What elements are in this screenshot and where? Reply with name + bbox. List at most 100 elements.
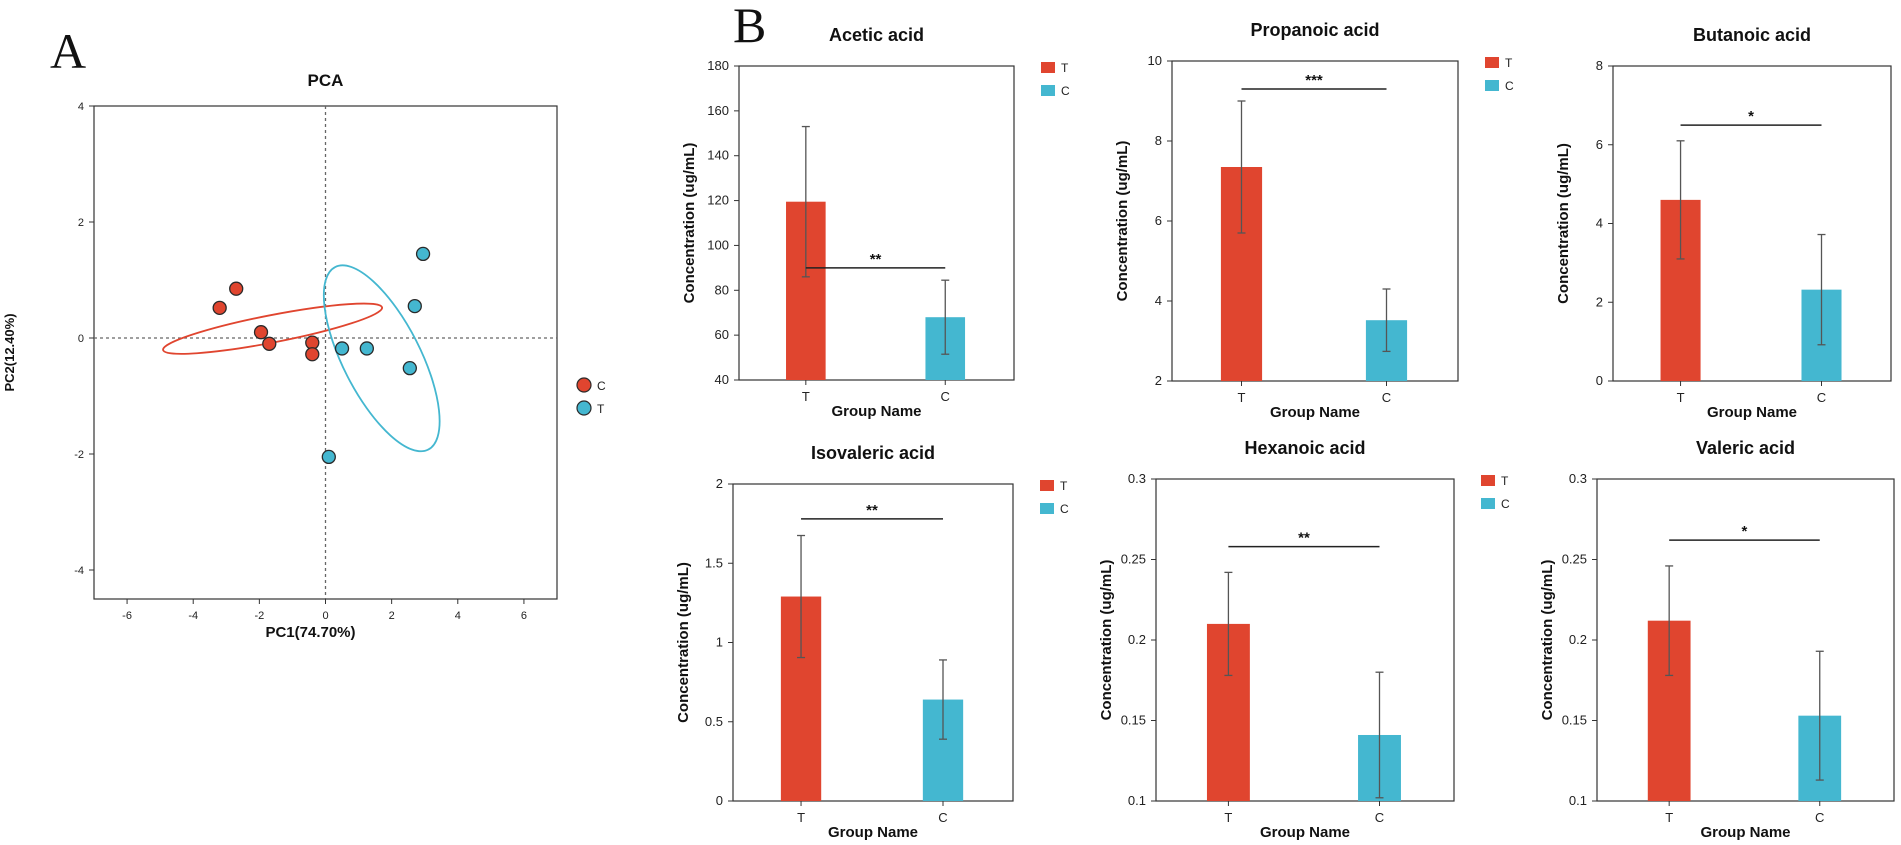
y-axis-label: Concentration (ug/mL) (1114, 141, 1131, 302)
y-tick-label: 2 (716, 476, 723, 491)
pca-x-axis-label: PC1(74.70%) (265, 624, 355, 641)
x-tick-label: C (1375, 810, 1384, 825)
y-tick-label: 4 (1155, 293, 1162, 308)
significance-marker: ** (870, 251, 882, 268)
pca-legend-label: T (597, 402, 605, 416)
pca-y-tick-label: 2 (78, 217, 84, 229)
y-axis-label: Concentration (ug/mL) (1555, 143, 1572, 304)
significance-marker: * (1748, 108, 1754, 125)
charts: PCA -6 -4 -2 0 2 4 6 -4 -2 0 2 4 PC1(74.70%) PC2(12.40… (2, 20, 1895, 841)
pca-point-C (229, 281, 244, 296)
y-tick-label: 40 (715, 372, 729, 387)
legend-swatch-T (1485, 57, 1499, 68)
pca-title: PCA (308, 71, 344, 90)
y-tick-label: 0.2 (1569, 632, 1587, 647)
y-tick-label: 0.2 (1128, 632, 1146, 647)
pca-x-tick-label: 6 (521, 610, 527, 622)
legend-label: T (1505, 56, 1513, 70)
x-axis-label: Group Name (828, 824, 918, 841)
legend-swatch-T (1041, 62, 1055, 73)
pca-legend-marker-T (576, 400, 592, 416)
y-tick-label: 0.25 (1121, 552, 1146, 567)
significance-marker: ** (1298, 530, 1310, 547)
pca-legend-label: C (597, 379, 606, 393)
y-tick-label: 1.5 (705, 555, 723, 570)
pca-ellipse-T (322, 264, 441, 453)
y-tick-label: 120 (707, 193, 729, 208)
chart-butanoic: Butanoic acid 0 2 4 6 8 T C * Group Name Concentra… (1555, 25, 1892, 421)
pca-y-tick-label: 4 (78, 101, 84, 113)
pca-y-tick-label: 0 (78, 333, 84, 345)
y-tick-label: 0.1 (1569, 793, 1587, 808)
pca-x-tick-label: 0 (322, 610, 328, 622)
y-axis-label: Concentration (ug/mL) (681, 143, 698, 304)
y-tick-label: 60 (715, 327, 729, 342)
y-tick-label: 0.15 (1562, 713, 1587, 728)
x-tick-label: T (1665, 810, 1673, 825)
significance-marker: * (1742, 523, 1748, 540)
chart-title: Hexanoic acid (1244, 438, 1365, 458)
plot-frame (738, 65, 1015, 381)
pca-point-T (415, 246, 431, 262)
significance-marker: *** (1305, 72, 1323, 89)
x-axis-label: Group Name (1270, 404, 1360, 421)
y-tick-label: 2 (1155, 373, 1162, 388)
x-tick-label: C (938, 810, 947, 825)
x-tick-label: C (1815, 810, 1824, 825)
y-tick-label: 8 (1596, 58, 1603, 73)
y-tick-label: 0.1 (1128, 793, 1146, 808)
y-tick-label: 1 (716, 635, 723, 650)
pca-point-T (334, 341, 350, 356)
x-tick-label: C (1817, 390, 1826, 405)
pca-x-tick-label: -4 (188, 610, 198, 622)
y-tick-label: 100 (707, 237, 729, 252)
y-tick-label: 0.3 (1569, 471, 1587, 486)
pca-y-tick-label: -2 (74, 449, 84, 461)
x-tick-label: T (1238, 390, 1246, 405)
y-tick-label: 0.25 (1562, 552, 1587, 567)
chart-title: Propanoic acid (1250, 20, 1379, 40)
panel-label-a: A (50, 23, 86, 79)
x-tick-label: T (1677, 390, 1685, 405)
chart-title: Isovaleric acid (811, 443, 935, 463)
legend-swatch-C (1481, 498, 1495, 509)
pca-point-T (359, 341, 374, 356)
panel-label-b: B (733, 0, 766, 53)
y-tick-label: 8 (1155, 133, 1162, 148)
legend-label: C (1501, 497, 1510, 511)
pca-ellipse-C (162, 302, 384, 355)
y-tick-label: 0.3 (1128, 471, 1146, 486)
legend-label: C (1060, 502, 1069, 516)
x-axis-label: Group Name (1260, 824, 1350, 841)
legend-label: T (1501, 474, 1509, 488)
x-axis-label: Group Name (1707, 404, 1797, 421)
y-tick-label: 2 (1596, 294, 1603, 309)
pca-point-T (321, 449, 336, 465)
x-axis-label: Group Name (831, 403, 921, 420)
chart-valeric: Valeric acid 0.1 0.15 0.2 0.25 0.3 T C * Group Na… (1539, 438, 1895, 841)
pca-point-C (212, 300, 227, 315)
legend-swatch-T (1481, 475, 1495, 486)
legend-label: C (1061, 84, 1070, 98)
chart-pca: PCA -6 -4 -2 0 2 4 6 -4 -2 0 2 4 PC1(74.70%) PC2(12.40… (2, 71, 606, 641)
x-tick-label: T (1224, 810, 1232, 825)
legend-swatch-C (1040, 503, 1054, 514)
legend-label: C (1505, 79, 1514, 93)
plot-frame (1171, 60, 1459, 382)
pca-x-tick-label: -6 (122, 610, 132, 622)
legend-swatch-C (1485, 80, 1499, 91)
y-tick-label: 160 (707, 103, 729, 118)
y-tick-label: 80 (715, 282, 729, 297)
y-tick-label: 140 (707, 148, 729, 163)
y-axis-label: Concentration (ug/mL) (1539, 560, 1556, 721)
y-tick-label: 0.5 (705, 714, 723, 729)
significance-marker: ** (866, 502, 878, 519)
chart-title: Butanoic acid (1693, 25, 1811, 45)
chart-title: Acetic acid (829, 25, 924, 45)
pca-legend-marker-C (576, 377, 592, 393)
pca-point-T (407, 298, 422, 314)
